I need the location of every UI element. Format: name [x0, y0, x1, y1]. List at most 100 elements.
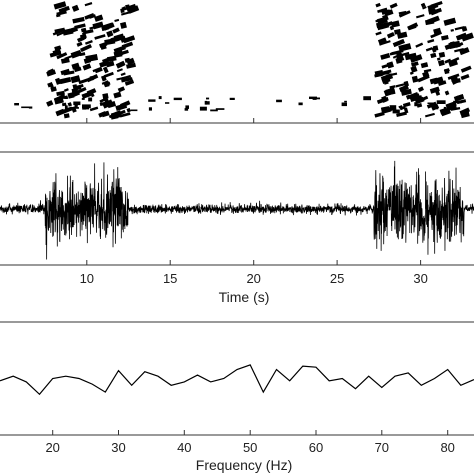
- spectrogram-blob-331: [82, 104, 91, 109]
- spectrogram-blob-134: [56, 10, 67, 16]
- spectrogram-blob-332: [229, 97, 235, 100]
- spectrogram-blob-220: [381, 63, 389, 69]
- spectrogram-blob-38: [56, 30, 67, 37]
- spectrogram-blob-62: [58, 5, 70, 14]
- spectrogram-blob-19: [60, 57, 70, 64]
- spectrogram-blob-216: [441, 34, 449, 41]
- spectrogram-blob-148: [121, 6, 127, 11]
- spectrogram-blob-315: [276, 99, 282, 103]
- spectrogram-blob-206: [426, 101, 437, 109]
- spectrogram-blob-11: [80, 43, 92, 53]
- spectrogram-blob-83: [89, 75, 94, 81]
- spectrogram-blob-100: [47, 68, 55, 75]
- spectrogram-blob-111: [108, 113, 116, 119]
- spectrogram-blob-114: [79, 52, 86, 57]
- spectrogram-blob-24: [116, 68, 123, 73]
- waveform-tick-label-2: 20: [246, 271, 260, 286]
- spectrogram-blob-304: [184, 108, 189, 111]
- waveform-ticks: 10 15 20 25 30: [80, 260, 428, 286]
- spectrogram-blob-261: [398, 43, 412, 52]
- frequency-trace: [0, 364, 474, 396]
- spectrogram-blob-253: [411, 61, 419, 67]
- spectrogram-blob-75: [101, 80, 109, 85]
- spectrogram-blob-20: [102, 66, 109, 74]
- spectrogram-blob-96: [113, 91, 122, 99]
- spectrogram-blob-249: [454, 25, 465, 31]
- spectrogram-blob-247: [377, 7, 388, 13]
- spectrogram-blob-160: [398, 105, 403, 109]
- spectrogram-blob-265: [427, 39, 435, 44]
- spectrogram-blob-260: [450, 106, 461, 111]
- frequency-tick-label-6: 80: [440, 440, 454, 455]
- spectrogram-blob-271: [383, 9, 394, 17]
- frequency-tick-label-1: 30: [111, 440, 125, 455]
- spectrogram-blob-56: [81, 91, 92, 99]
- spectrogram-blob-110: [116, 76, 127, 81]
- spectrogram-blob-135: [100, 43, 107, 50]
- spectrogram-blob-337: [341, 102, 347, 107]
- waveform-tick-label-3: 25: [330, 271, 344, 286]
- spectrogram-blob-262: [441, 110, 451, 117]
- spectrogram-blob-53: [85, 40, 93, 45]
- spectrogram-blob-71: [99, 98, 106, 103]
- spectrogram-blob-94: [71, 86, 82, 92]
- waveform-tick-label-1: 15: [163, 271, 177, 286]
- spectrogram-blob-302: [185, 105, 189, 109]
- spectrogram-blob-339: [158, 96, 162, 100]
- spectrogram-blob-325: [298, 102, 303, 106]
- spectrogram-blob-258: [376, 16, 388, 25]
- spectrogram-blob-317: [215, 108, 225, 110]
- spectrogram-blob-251: [379, 40, 391, 46]
- spectrogram-blob-146: [94, 34, 106, 40]
- spectrogram-blob-254: [389, 2, 398, 9]
- spectrogram-blob-217: [444, 58, 452, 64]
- spectrogram-blob-137: [126, 3, 137, 12]
- spectrogram-blob-226: [398, 10, 411, 18]
- spectrogram-blob-280: [400, 88, 412, 96]
- spectrogram-blob-294: [375, 2, 381, 8]
- spectrogram-blob-306: [436, 100, 446, 104]
- spectrogram-blob-313: [148, 99, 156, 102]
- spectrogram-blob-299: [430, 10, 438, 16]
- spectrogram-blob-133: [118, 109, 126, 116]
- spectrogram-blob-126: [50, 86, 57, 93]
- spectrogram-blob-227: [386, 61, 394, 69]
- spectrogram-blob-312: [64, 105, 68, 110]
- spectrogram-blob-57: [94, 14, 104, 22]
- frequency-panel: 20 30 40 50 60 70 80 Frequency (Hz): [0, 321, 474, 473]
- spectrogram-blob-181: [444, 90, 450, 96]
- spectrogram-blob-322: [199, 106, 207, 111]
- spectrogram-blob-333: [28, 106, 33, 109]
- spectrogram-blob-7: [126, 57, 135, 66]
- spectrogram-blob-275: [450, 76, 459, 82]
- spectrogram-blob-229: [459, 107, 471, 116]
- spectrogram-blob-267: [430, 31, 443, 39]
- spectrogram-blob-198: [423, 68, 432, 73]
- frequency-tick-label-4: 60: [309, 440, 323, 455]
- spectrogram-blob-147: [89, 106, 99, 112]
- spectrogram-blob-279: [404, 52, 417, 61]
- spectrogram-blob-295: [403, 80, 410, 87]
- spectrogram-blob-179: [411, 75, 419, 83]
- spectrogram-blob-88: [55, 108, 65, 117]
- spectrogram-blob-151: [415, 14, 425, 19]
- spectrogram-blob-242: [437, 59, 445, 67]
- spectrogram-marks: [14, 0, 474, 120]
- spectrogram-blob-22: [112, 27, 120, 34]
- spectrogram-blob-316: [427, 102, 434, 104]
- spectrogram-blob-341: [432, 107, 439, 110]
- spectrogram-blob-290: [437, 80, 447, 86]
- spectrogram-blob-238: [374, 73, 383, 78]
- spectrogram-blob-234: [377, 37, 387, 45]
- spectrogram-blob-122: [124, 79, 135, 86]
- spectrogram-blob-199: [392, 38, 405, 48]
- spectrogram-blob-104: [60, 68, 70, 76]
- spectrogram-blob-125: [121, 77, 133, 83]
- spectrogram-blob-161: [416, 102, 423, 108]
- spectrogram-blob-298: [374, 111, 385, 118]
- spectrogram-blob-115: [72, 84, 78, 90]
- spectrogram-blob-321: [363, 96, 371, 101]
- spectrogram-blob-78: [77, 36, 85, 43]
- spectrogram-blob-92: [80, 27, 87, 33]
- spectrogram-blob-318: [81, 98, 85, 100]
